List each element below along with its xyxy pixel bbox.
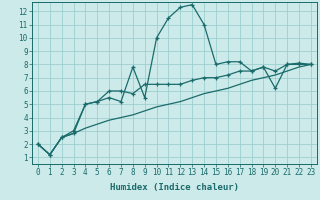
X-axis label: Humidex (Indice chaleur): Humidex (Indice chaleur) bbox=[110, 183, 239, 192]
